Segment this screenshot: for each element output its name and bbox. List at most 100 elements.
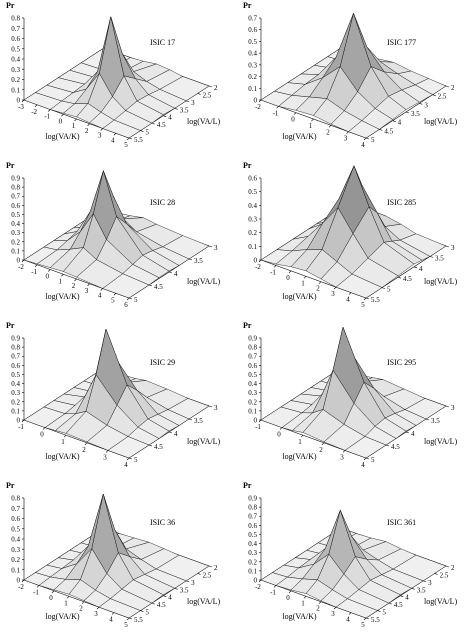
z-tick-label: 0.4 [248,50,257,58]
x-tick [333,286,337,290]
z-axis-label: Pr [6,161,15,170]
y-tick [174,108,178,110]
z-tick-label: 0.5 [11,525,20,533]
y-tick [148,444,153,447]
chart-title: ISIC 285 [387,198,416,207]
x-tick-label: 4 [346,616,350,624]
y-tick [413,266,418,269]
x-tick [21,419,25,423]
x-axis-label: log(VA/K) [45,132,79,141]
z-tick-label: 0.2 [11,238,20,246]
chart-title: ISIC 177 [387,38,416,47]
z-tick-label: 0.3 [11,66,20,74]
z-tick-label: 0 [17,97,21,105]
z-tick-label: 0.3 [11,389,20,397]
y-tick-label: 5 [387,286,391,294]
x-tick [321,442,325,446]
y-tick-label: 2 [214,564,218,572]
x-tick-label: 1 [298,438,302,446]
x-tick-label: -3 [18,103,24,111]
y-tick [377,610,381,612]
z-tick-label: 0.3 [248,216,257,224]
x-tick-label: 2 [79,605,83,613]
x-tick [363,137,367,141]
x-tick-label: -2 [255,263,261,271]
y-tick [365,297,370,300]
z-tick-label: 0.1 [11,86,20,94]
z-tick-label: 0 [254,417,258,425]
y-tick-label: 4.5 [391,443,400,451]
z-tick-label: 0.7 [11,25,20,33]
chart-title: ISIC 36 [150,518,175,527]
y-tick-label: 3 [428,579,432,587]
y-tick [432,94,436,96]
y-tick-label: 2.5 [440,571,449,579]
z-tick-label: 0.7 [248,15,257,23]
y-tick [128,137,133,140]
z-tick-label: 0.1 [248,567,257,575]
z-tick-label: 0.6 [248,522,257,530]
x-tick [105,450,109,453]
x-tick-label: 0 [49,594,53,602]
z-tick-label: 0.5 [11,371,20,379]
x-tick-label: 4 [361,141,365,149]
y-tick [128,297,133,300]
z-axis-label: Pr [243,1,252,10]
z-tick-label: 0.5 [248,188,257,196]
x-tick-label: -1 [33,588,39,596]
z-tick-label: 0.5 [248,371,257,379]
y-tick [186,100,190,103]
chart-title: ISIC 361 [387,518,416,527]
x-tick-label: 3 [344,135,348,143]
x-tick-label: 3 [85,287,89,295]
y-axis-label: log(VA/L) [424,117,458,126]
y-tick-label: 3.5 [435,254,444,262]
x-tick [293,112,297,115]
x-tick-label: 1 [309,122,313,130]
x-tick [303,596,307,599]
y-tick [197,93,201,95]
z-axis-label: Pr [6,321,15,330]
y-tick [388,602,392,605]
y-tick-label: 3.5 [417,586,426,594]
y-tick-label: 4 [168,594,172,602]
z-tick-label: 0.6 [11,515,20,523]
z-tick-label: 0.4 [11,220,20,228]
y-tick [445,565,450,568]
y-tick-label: 4 [168,114,172,122]
y-tick [208,565,213,568]
x-tick [21,259,25,263]
z-axis-label: Pr [6,481,15,490]
z-tick-label: 0.2 [248,73,257,81]
x-tick [363,297,367,301]
x-tick-label: -1 [270,268,276,276]
x-tick-label: 2 [82,446,86,454]
y-tick-label: 4.5 [157,601,166,609]
x-tick [258,579,262,583]
x-tick-label: 3 [103,453,107,461]
z-tick-label: 0.8 [11,184,20,192]
z-tick-label: 0 [254,577,258,585]
x-tick-label: 4 [361,461,365,469]
y-tick [411,588,415,590]
y-tick [405,431,410,434]
z-tick-label: 0.1 [11,566,20,574]
x-tick-label: -1 [255,423,261,431]
y-tick-label: 5 [145,129,149,137]
z-tick-label: 0.6 [11,362,20,370]
x-tick-label: -2 [18,263,24,271]
y-tick-label: 3.5 [411,110,420,118]
y-tick-label: 3 [191,99,195,107]
y-tick-label: 3 [191,579,195,587]
z-tick-label: 0.9 [248,495,257,503]
x-axis-label: log(VA/K) [282,612,316,621]
z-tick-label: 0.2 [248,229,257,237]
y-tick [188,258,193,261]
z-tick-label: 0.1 [248,243,257,251]
x-axis-label: log(VA/K) [45,612,79,621]
x-tick [74,278,77,282]
x-tick-label: 2 [316,605,320,613]
x-tick-label: 4 [124,461,128,469]
y-tick [429,256,434,258]
x-tick [96,606,100,610]
